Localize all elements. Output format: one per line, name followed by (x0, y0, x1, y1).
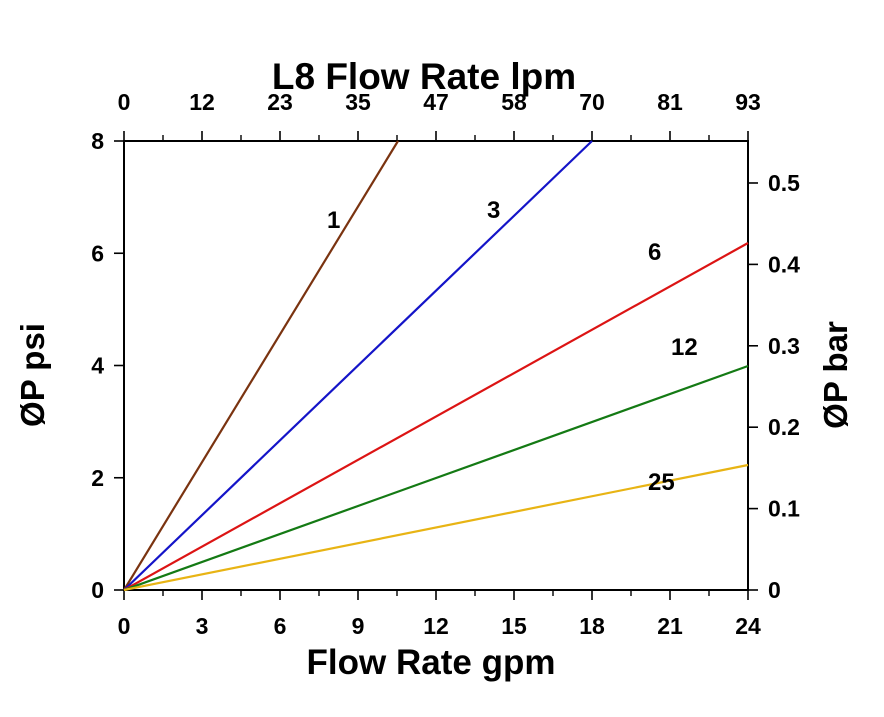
svg-text:0.2: 0.2 (768, 414, 800, 440)
svg-text:0.5: 0.5 (768, 170, 800, 196)
svg-text:21: 21 (657, 613, 683, 639)
svg-text:6: 6 (274, 613, 287, 639)
svg-text:6: 6 (648, 239, 661, 266)
svg-text:8: 8 (91, 128, 104, 154)
svg-text:93: 93 (735, 89, 761, 115)
svg-text:0.1: 0.1 (768, 496, 800, 522)
svg-text:70: 70 (579, 89, 605, 115)
svg-text:0: 0 (91, 577, 104, 603)
svg-text:18: 18 (579, 613, 605, 639)
svg-text:L8 Flow Rate lpm: L8 Flow Rate lpm (272, 56, 576, 97)
svg-text:0.3: 0.3 (768, 333, 800, 359)
svg-text:2: 2 (91, 465, 104, 491)
svg-text:ØP bar: ØP bar (817, 321, 854, 429)
svg-text:3: 3 (487, 197, 500, 224)
svg-text:81: 81 (657, 89, 683, 115)
svg-text:0: 0 (768, 577, 781, 603)
svg-text:0.4: 0.4 (768, 251, 800, 277)
svg-text:Flow Rate gpm: Flow Rate gpm (307, 643, 556, 682)
svg-text:1: 1 (327, 207, 340, 234)
svg-text:0: 0 (118, 613, 131, 639)
svg-text:15: 15 (501, 613, 527, 639)
svg-text:6: 6 (91, 240, 104, 266)
svg-text:12: 12 (423, 613, 449, 639)
svg-text:3: 3 (196, 613, 209, 639)
svg-text:12: 12 (671, 334, 698, 361)
svg-text:ØP psi: ØP psi (14, 323, 51, 427)
svg-text:4: 4 (91, 353, 104, 379)
svg-text:12: 12 (189, 89, 215, 115)
svg-text:9: 9 (352, 613, 365, 639)
svg-text:24: 24 (735, 613, 761, 639)
svg-text:25: 25 (648, 469, 675, 496)
svg-text:0: 0 (118, 89, 131, 115)
